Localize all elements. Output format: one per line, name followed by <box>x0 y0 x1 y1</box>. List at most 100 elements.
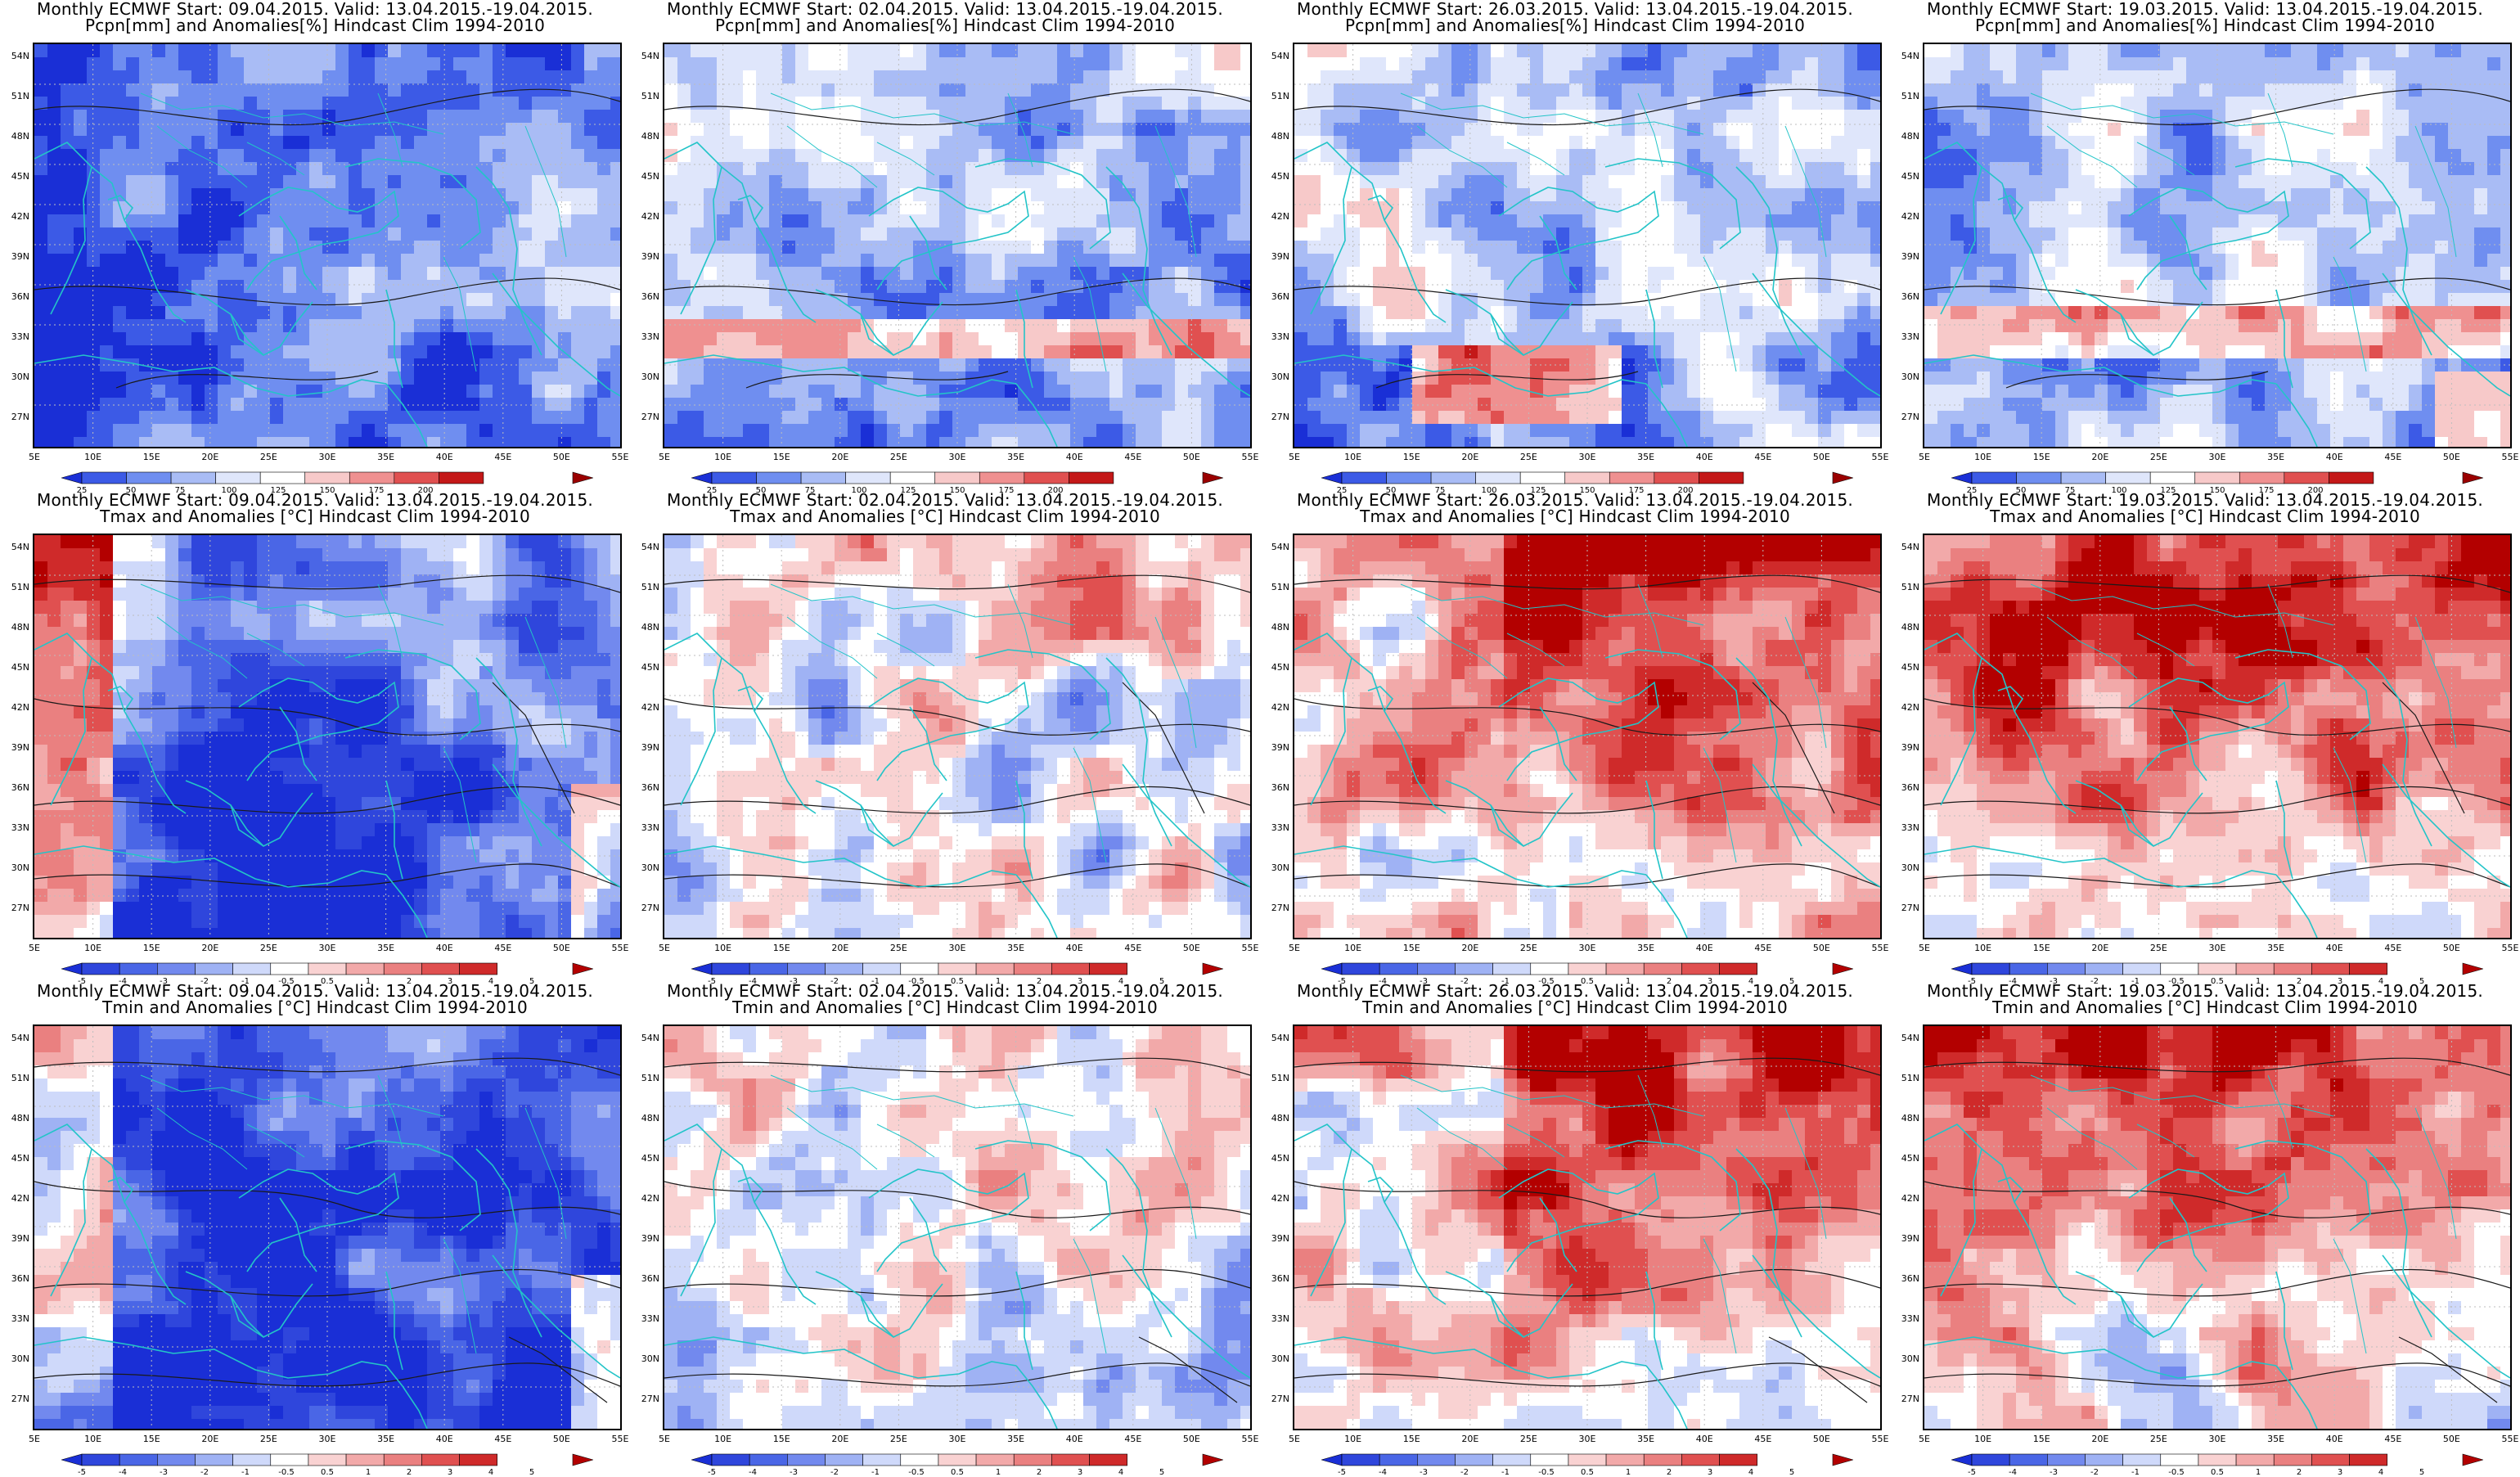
latitude-label: 39N <box>632 1233 659 1244</box>
latitude-label: 30N <box>632 372 659 382</box>
longitude-label: 45E <box>2384 943 2401 953</box>
latitude-label: 42N <box>2 211 29 222</box>
anomaly-map-canvas <box>34 44 620 447</box>
latitude-label: 30N <box>632 862 659 873</box>
latitude-label: 48N <box>1892 622 1919 633</box>
latitude-label: 54N <box>2 51 29 61</box>
longitude-label: 5E <box>29 452 40 462</box>
latitude-label: 48N <box>1262 622 1289 633</box>
longitude-label: 45E <box>494 1434 511 1444</box>
latitude-label: 51N <box>2 582 29 592</box>
longitude-label: 55E <box>612 452 629 462</box>
latitude-label: 45N <box>2 1153 29 1164</box>
latitude-label: 27N <box>632 903 659 913</box>
latitude-label: 33N <box>632 331 659 342</box>
colorbar <box>1951 471 2483 484</box>
longitude-label: 25E <box>260 943 277 953</box>
longitude-label: 25E <box>1520 943 1537 953</box>
latitude-label: 48N <box>1892 1113 1919 1124</box>
longitude-label: 5E <box>659 943 670 953</box>
longitude-label: 15E <box>2033 943 2050 953</box>
latitude-label: 51N <box>1892 582 1919 592</box>
longitude-label: 5E <box>1289 943 1300 953</box>
latitude-label: 42N <box>1262 702 1289 713</box>
colorbar <box>61 1453 593 1466</box>
longitude-label: 30E <box>319 1434 336 1444</box>
longitude-label: 45E <box>494 452 511 462</box>
latitude-label: 33N <box>1262 822 1289 833</box>
latitude-label: 27N <box>1262 1394 1289 1404</box>
longitude-label: 30E <box>1579 943 1596 953</box>
latitude-label: 39N <box>1892 251 1919 262</box>
latitude-label: 48N <box>1262 1113 1289 1124</box>
latitude-label: 30N <box>1262 1353 1289 1364</box>
latitude-label: 36N <box>2 291 29 302</box>
longitude-label: 5E <box>1919 452 1930 462</box>
latitude-label: 48N <box>2 1113 29 1124</box>
longitude-label: 10E <box>1974 1434 1991 1444</box>
latitude-label: 42N <box>632 702 659 713</box>
colorbar <box>691 962 1223 975</box>
anomaly-map <box>33 534 622 939</box>
longitude-label: 10E <box>1344 452 1361 462</box>
latitude-label: 45N <box>1262 171 1289 182</box>
longitude-label: 30E <box>2209 452 2226 462</box>
latitude-label: 39N <box>2 251 29 262</box>
longitude-label: 55E <box>2502 452 2519 462</box>
longitude-label: 45E <box>1124 452 1141 462</box>
latitude-label: 51N <box>1262 1073 1289 1083</box>
longitude-label: 40E <box>2326 943 2343 953</box>
anomaly-map-canvas <box>664 1026 1250 1429</box>
longitude-label: 25E <box>1520 1434 1537 1444</box>
longitude-label: 20E <box>201 452 218 462</box>
anomaly-map <box>1293 534 1882 939</box>
colorbar <box>1321 471 1853 484</box>
longitude-label: 35E <box>377 452 394 462</box>
latitude-label: 42N <box>1262 211 1289 222</box>
longitude-label: 30E <box>2209 1434 2226 1444</box>
latitude-label: 36N <box>1892 291 1919 302</box>
latitude-label: 42N <box>1892 211 1919 222</box>
latitude-label: 45N <box>632 1153 659 1164</box>
longitude-label: 55E <box>2502 1434 2519 1444</box>
anomaly-map <box>33 43 622 448</box>
latitude-label: 45N <box>1892 1153 1919 1164</box>
longitude-label: 45E <box>2384 1434 2401 1444</box>
latitude-label: 30N <box>2 862 29 873</box>
longitude-label: 15E <box>773 943 790 953</box>
longitude-label: 30E <box>949 943 966 953</box>
forecast-panel: Monthly ECMWF Start: 26.03.2015. Valid: … <box>1260 491 1890 982</box>
longitude-label: 10E <box>1974 943 1991 953</box>
forecast-panel: Monthly ECMWF Start: 02.04.2015. Valid: … <box>630 0 1260 491</box>
latitude-label: 30N <box>1262 372 1289 382</box>
latitude-label: 27N <box>1892 1394 1919 1404</box>
panel-title-line2: Tmax and Anomalies [°C] Hindcast Clim 19… <box>1890 507 2520 525</box>
colorbar <box>61 471 593 484</box>
forecast-panel: Monthly ECMWF Start: 02.04.2015. Valid: … <box>630 982 1260 1473</box>
longitude-label: 20E <box>1461 452 1478 462</box>
longitude-label: 20E <box>2091 943 2108 953</box>
longitude-label: 10E <box>1344 1434 1361 1444</box>
longitude-label: 25E <box>890 1434 907 1444</box>
longitude-label: 55E <box>1872 452 1889 462</box>
latitude-label: 51N <box>2 1073 29 1083</box>
longitude-label: 5E <box>1919 1434 1930 1444</box>
panel-title-line2: Tmin and Anomalies [°C] Hindcast Clim 19… <box>0 998 630 1016</box>
anomaly-map-canvas <box>1294 1026 1880 1429</box>
longitude-label: 20E <box>831 943 848 953</box>
longitude-label: 40E <box>436 452 453 462</box>
longitude-label: 15E <box>143 452 160 462</box>
latitude-label: 51N <box>632 582 659 592</box>
latitude-label: 48N <box>2 131 29 142</box>
longitude-label: 50E <box>553 943 570 953</box>
latitude-label: 27N <box>632 1394 659 1404</box>
longitude-label: 15E <box>1403 943 1420 953</box>
anomaly-map <box>1293 43 1882 448</box>
longitude-label: 50E <box>2443 452 2460 462</box>
longitude-label: 40E <box>436 1434 453 1444</box>
longitude-label: 50E <box>553 452 570 462</box>
latitude-label: 42N <box>2 1193 29 1204</box>
longitude-label: 45E <box>2384 452 2401 462</box>
latitude-label: 42N <box>632 1193 659 1204</box>
